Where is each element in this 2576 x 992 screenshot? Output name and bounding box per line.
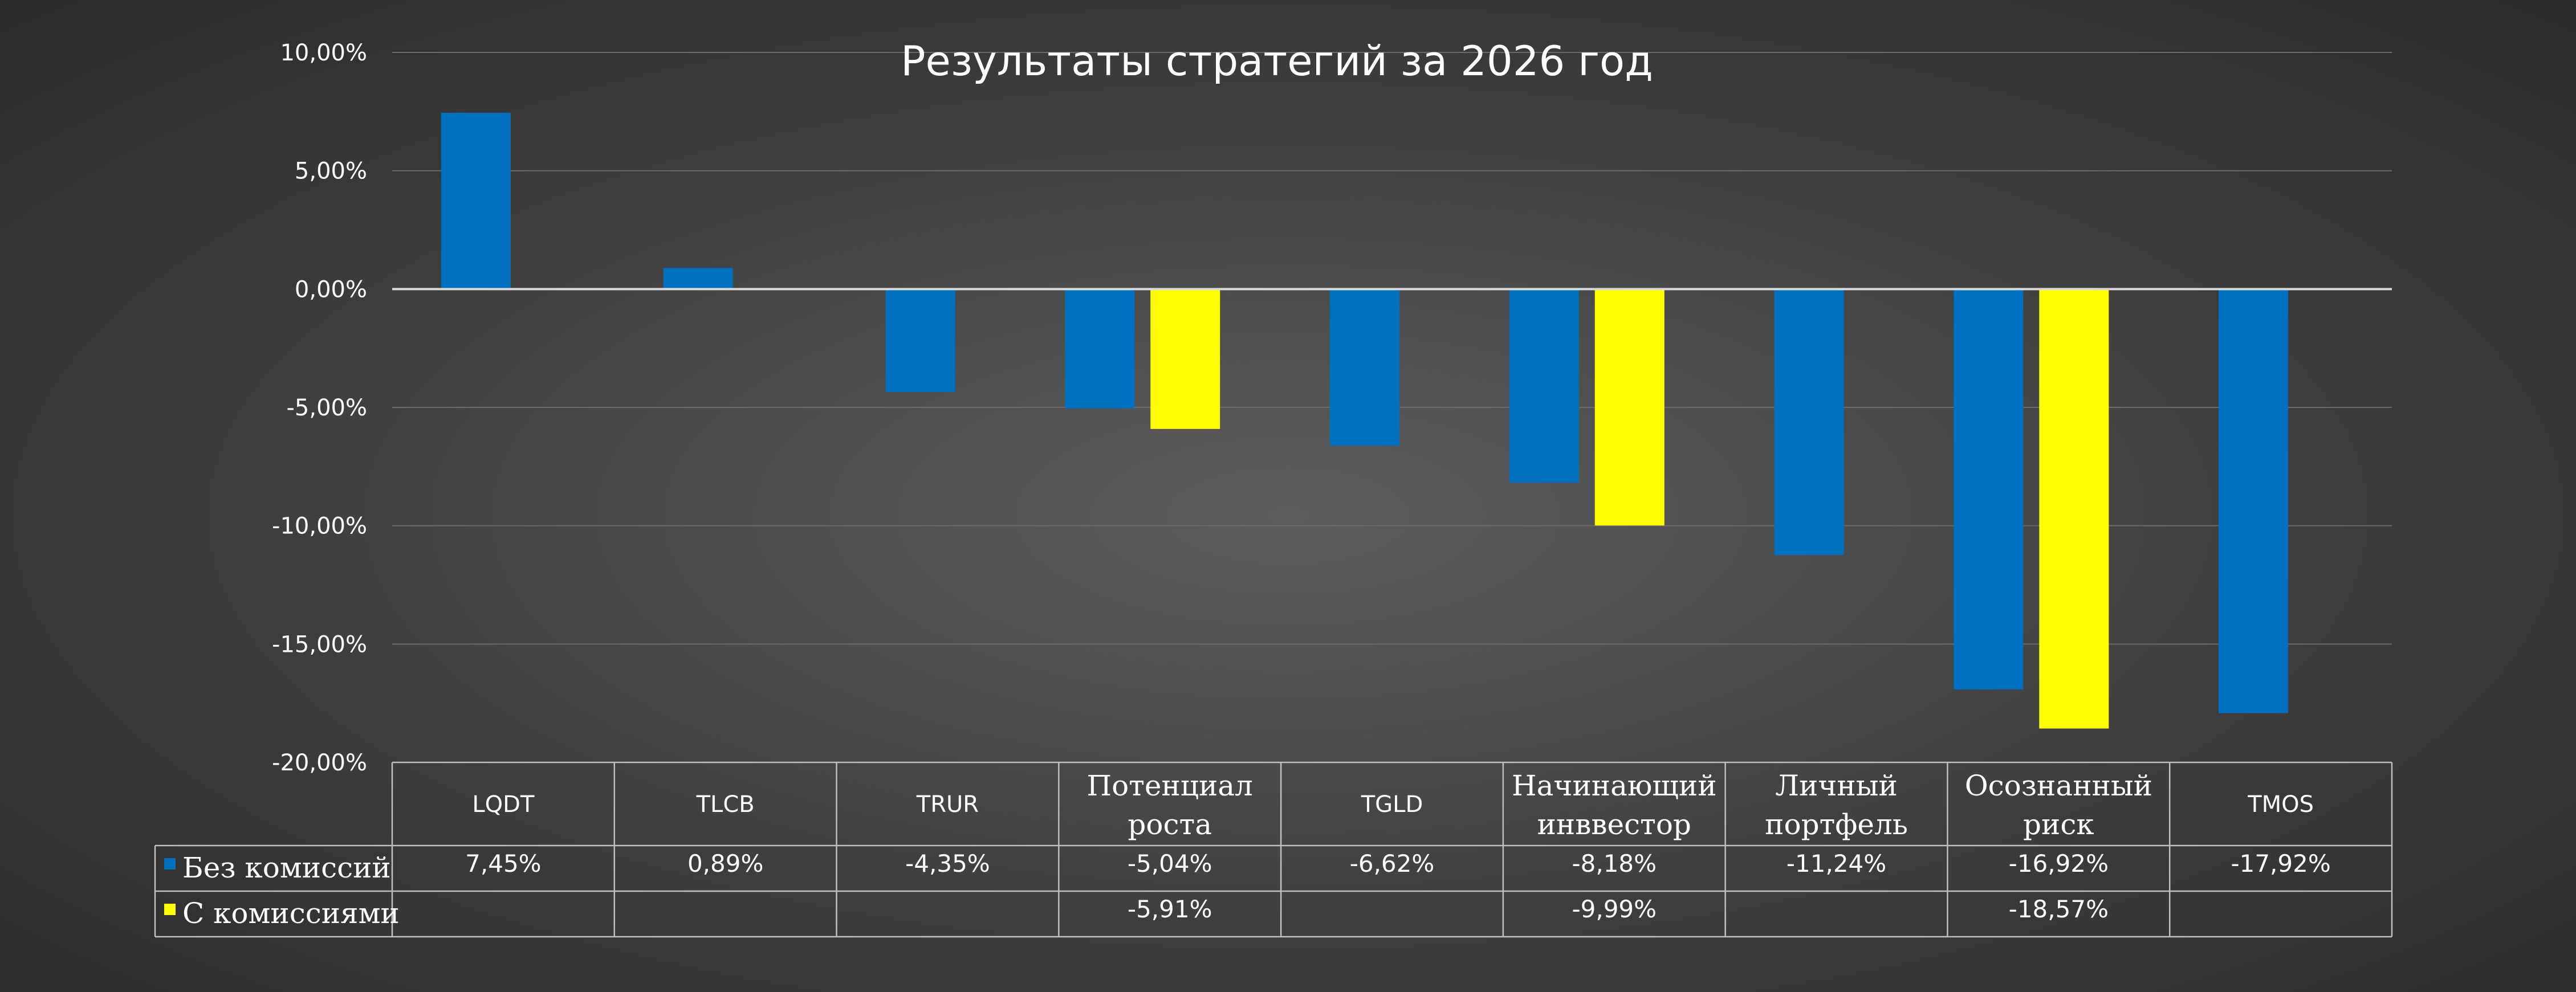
data-label: -18,57% [2009, 895, 2109, 923]
legend-label: С комиссиями [182, 897, 400, 930]
data-label: -8,18% [1572, 850, 1657, 877]
data-label: -17,92% [2231, 850, 2330, 877]
category-label: TRUR [916, 791, 979, 818]
bar-s-komissiyami [2039, 289, 2109, 729]
data-label: -11,24% [1786, 850, 1886, 877]
bars [392, 112, 2392, 729]
category-label: Потенциал [1087, 769, 1253, 802]
category-label: Личный [1775, 769, 1898, 802]
data-table: LQDT TLCB TRUR Потенциал роста TGLD Начинающий… [154, 761, 2393, 938]
data-label: 0,89% [687, 850, 763, 877]
bar-bez-komissiy [1509, 289, 1579, 483]
y-tick-label: 10,00% [280, 40, 367, 66]
data-label: -5,04% [1128, 850, 1212, 877]
bar-bez-komissiy [663, 268, 733, 289]
y-tick-label: -5,00% [286, 395, 367, 421]
data-label: 7,45% [465, 850, 541, 877]
bar-bez-komissiy [1954, 289, 2024, 690]
data-label: -16,92% [2009, 850, 2109, 877]
category-label: риск [2023, 808, 2094, 841]
data-label: -4,35% [905, 850, 990, 877]
category-label: Начинающий [1512, 769, 1717, 802]
category-label: инввестор [1537, 808, 1691, 841]
bar-bez-komissiy [1330, 289, 1399, 446]
y-tick-label: 5,00% [295, 158, 367, 185]
bar-bez-komissiy [1065, 289, 1135, 409]
y-tick-label: 0,00% [295, 276, 367, 303]
bar-bez-komissiy [885, 289, 955, 393]
legend-key-bez-komissiy [164, 858, 176, 869]
category-label: TLCB [696, 791, 755, 818]
category-label: Осознанный [1965, 769, 2152, 802]
category-label: LQDT [472, 791, 535, 818]
category-label: портфель [1765, 808, 1908, 841]
y-tick-label: -10,00% [272, 513, 367, 540]
chart-title: Результаты стратегий за 2026 год [901, 37, 1653, 85]
category-label: TGLD [1361, 791, 1423, 818]
data-label: -9,99% [1572, 895, 1657, 923]
data-label: -6,62% [1350, 850, 1435, 877]
category-label: роста [1128, 808, 1212, 841]
y-tick-label: -20,00% [272, 750, 367, 776]
legend-key-s-komissiyami [164, 904, 176, 915]
bar-s-komissiyami [1594, 289, 1665, 526]
bar-bez-komissiy [2219, 289, 2289, 713]
data-label: -5,91% [1128, 895, 1212, 923]
legend-label: Без комиссий [182, 851, 391, 884]
bar-bez-komissiy [1774, 289, 1844, 556]
bar-s-komissiyami [1150, 289, 1220, 429]
y-tick-label: -15,00% [272, 631, 367, 658]
bar-bez-komissiy [441, 112, 511, 289]
category-label: TMOS [2247, 791, 2314, 818]
y-axis: 10,00% 5,00% 0,00% -5,00% -10,00% -15,00% -20,… [272, 40, 367, 776]
